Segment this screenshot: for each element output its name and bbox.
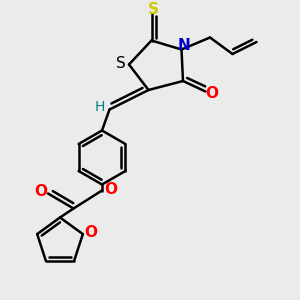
Text: S: S xyxy=(148,2,158,17)
Text: O: O xyxy=(104,182,118,196)
Text: O: O xyxy=(85,225,98,240)
Text: O: O xyxy=(206,85,219,100)
Text: O: O xyxy=(34,184,47,200)
Text: S: S xyxy=(116,56,125,70)
Text: H: H xyxy=(95,100,105,114)
Text: N: N xyxy=(178,38,190,52)
